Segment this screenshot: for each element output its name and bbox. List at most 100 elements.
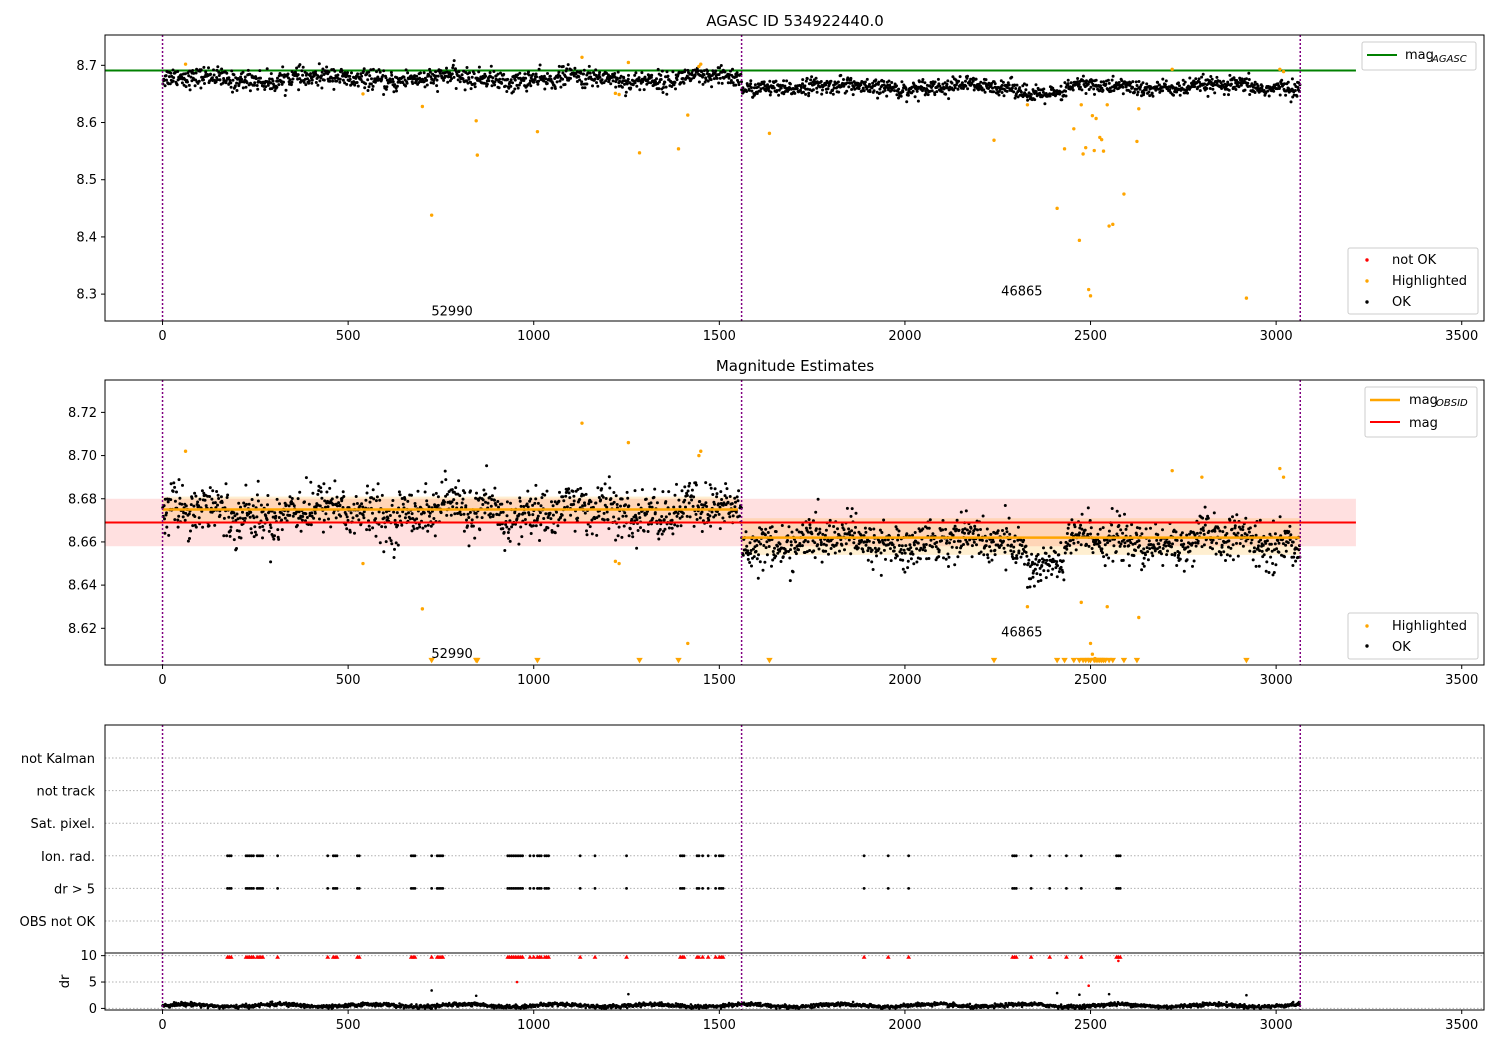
ok-point (1149, 526, 1152, 530)
ok-point (746, 549, 750, 553)
ok-point (412, 527, 416, 531)
ok-point (659, 73, 663, 77)
flag-row-label: dr > 5 (54, 882, 95, 897)
ok-point (545, 489, 549, 493)
ok-point (1278, 515, 1282, 519)
ok-point (1161, 564, 1165, 567)
ok-point (331, 79, 335, 83)
ok-point (962, 543, 965, 546)
ok-point (546, 72, 549, 75)
ok-point (497, 86, 501, 90)
ok-point (239, 505, 242, 509)
ok-point (931, 532, 935, 536)
ok-point (814, 510, 818, 514)
ok-point (523, 511, 527, 515)
ok-point (1031, 575, 1035, 579)
flag-marker (1029, 887, 1033, 890)
ok-point (500, 81, 504, 85)
ok-point (1186, 545, 1190, 549)
ok-point (922, 86, 926, 90)
ok-point (930, 89, 934, 93)
ok-point (267, 529, 271, 533)
ok-point (1061, 570, 1065, 574)
ok-point (442, 78, 446, 82)
ok-point (756, 85, 760, 89)
ok-point (473, 82, 477, 86)
highlighted-point (1072, 127, 1076, 131)
ok-point (581, 504, 585, 508)
ok-point (1282, 82, 1286, 86)
ok-point (1138, 526, 1142, 530)
ok-point (364, 82, 368, 86)
ok-point (624, 90, 628, 94)
ok-point (1265, 560, 1269, 564)
ok-point (1134, 549, 1138, 552)
ok-point (700, 530, 704, 533)
ok-point (1141, 81, 1145, 85)
ok-point (685, 494, 689, 497)
ok-point (312, 516, 316, 520)
ok-point (1012, 90, 1016, 94)
ok-point (1258, 518, 1262, 522)
ok-point (307, 81, 311, 85)
ok-point (221, 81, 225, 85)
ok-point (824, 83, 828, 87)
ok-point (398, 514, 402, 518)
ok-point (923, 549, 927, 553)
ok-point (341, 490, 345, 494)
flag-marker (229, 854, 233, 858)
ok-point (275, 85, 279, 89)
ok-point (277, 83, 281, 87)
ok-point (1220, 87, 1224, 90)
ok-point (612, 515, 616, 519)
ok-point (517, 512, 521, 516)
ok-point (964, 509, 968, 513)
ok-point (1089, 526, 1093, 530)
ok-point (889, 559, 893, 563)
highlighted-point (1101, 149, 1106, 153)
ok-point (1029, 577, 1033, 581)
ok-point (197, 79, 201, 83)
ok-point (714, 513, 717, 517)
ok-point (869, 528, 873, 531)
ok-point (1059, 541, 1063, 545)
ok-point (1288, 524, 1292, 528)
ok-point (1057, 553, 1061, 557)
ok-point (928, 518, 932, 522)
ok-point (947, 97, 951, 101)
highlighted-point (1025, 605, 1030, 609)
ok-point (457, 70, 461, 74)
ok-point (906, 93, 910, 97)
ok-point (178, 496, 182, 500)
ok-point (1091, 551, 1095, 555)
ok-point (660, 69, 664, 73)
ok-point (906, 559, 910, 563)
ok-point (726, 81, 730, 85)
ok-point (933, 80, 937, 84)
ok-point (508, 539, 512, 543)
ok-point (874, 78, 878, 82)
ok-point (175, 490, 178, 494)
ok-point (1001, 529, 1004, 532)
ok-point (882, 80, 886, 83)
highlighted-point (1099, 137, 1104, 142)
ok-point (304, 519, 307, 523)
ok-point (509, 501, 512, 505)
ok-point (1002, 539, 1005, 543)
ok-point (251, 504, 255, 508)
ok-point (189, 503, 193, 507)
ok-point (1232, 76, 1236, 80)
ok-point (436, 495, 440, 499)
ok-point (790, 530, 794, 534)
highlighted-below-range-marker (1061, 657, 1068, 664)
ok-point (580, 82, 584, 86)
ok-point (583, 501, 586, 505)
ok-point (306, 77, 309, 81)
ok-point (1111, 74, 1115, 78)
ok-point (569, 513, 573, 517)
ok-point (428, 511, 432, 515)
ok-point (1024, 544, 1028, 548)
ok-point (416, 489, 420, 493)
ok-point (806, 530, 810, 534)
ok-point (460, 501, 464, 505)
